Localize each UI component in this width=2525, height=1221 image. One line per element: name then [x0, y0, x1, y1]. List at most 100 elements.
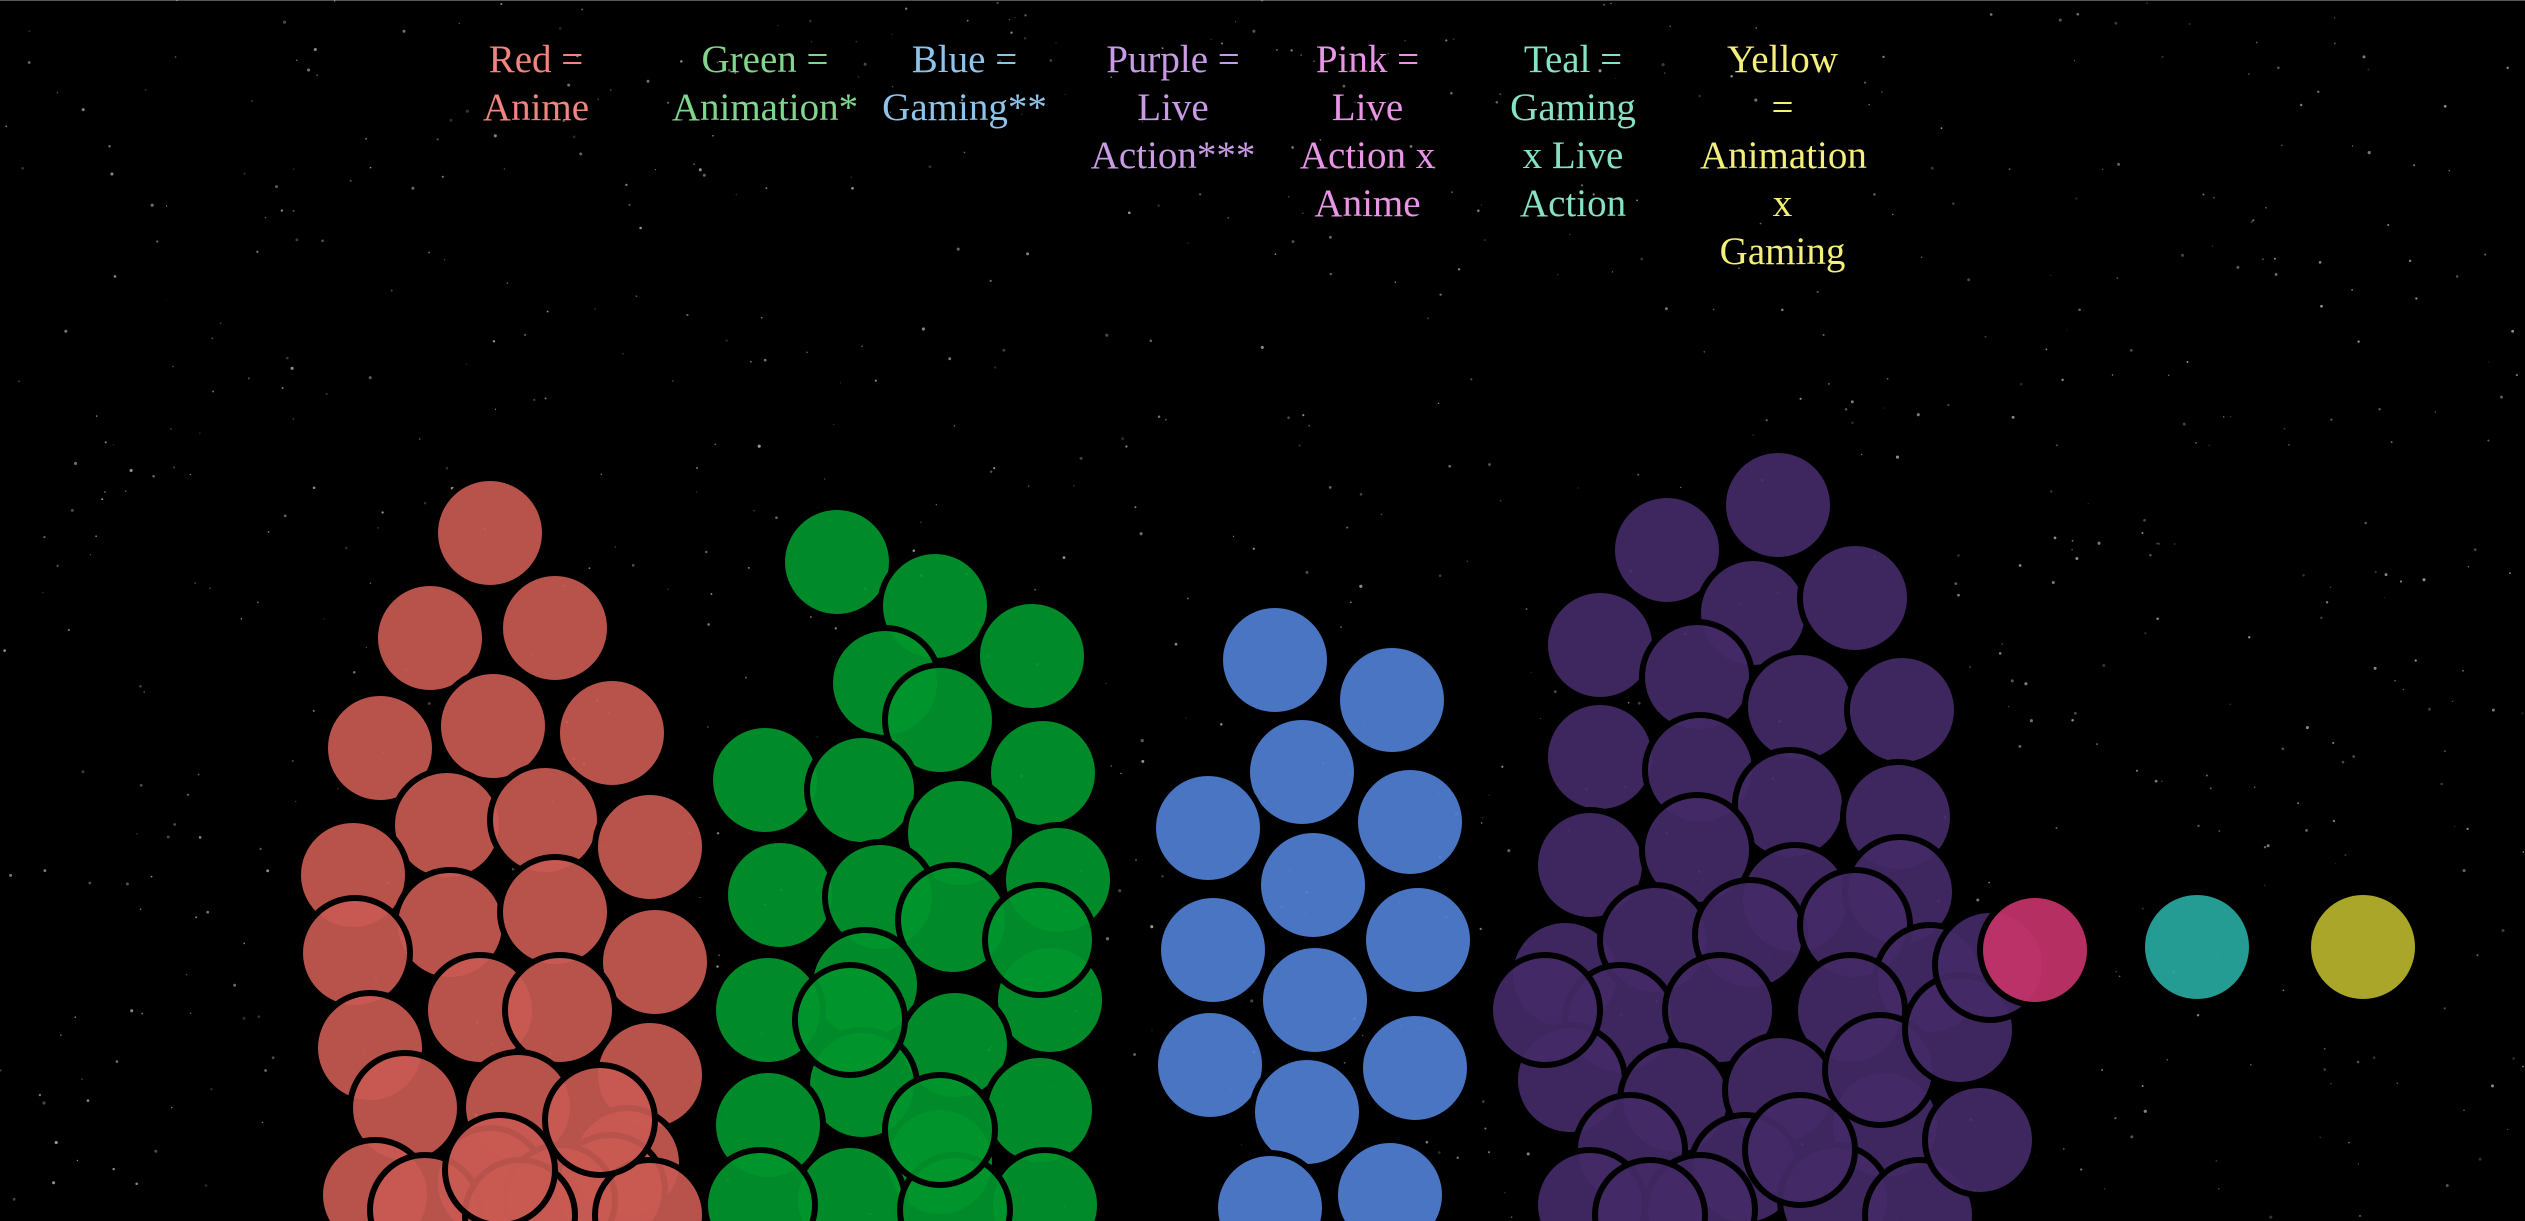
star-dot — [1221, 42, 1223, 45]
star-dot — [1174, 642, 1178, 646]
star-dot — [176, 0, 178, 2]
star-dot — [2223, 416, 2225, 418]
star-dot — [1023, 36, 1027, 40]
star-dot — [921, 327, 925, 331]
star-dot — [1121, 437, 1125, 441]
star-dot — [1110, 765, 1112, 767]
star-dot — [2467, 566, 2470, 568]
star-dot — [139, 784, 143, 787]
star-dot — [891, 85, 894, 88]
star-dot — [1827, 382, 1830, 385]
star-dot — [2507, 1129, 2509, 1131]
star-dot — [247, 377, 250, 380]
bubble-point — [804, 732, 920, 848]
bubble-point — [322, 690, 438, 806]
star-dot — [1916, 413, 1920, 417]
star-dot — [2211, 245, 2214, 247]
star-dot — [1105, 333, 1109, 337]
star-dot — [1738, 267, 1740, 269]
star-dot — [874, 379, 877, 382]
bubble-point — [1742, 1092, 1858, 1208]
star-dot — [2010, 679, 2014, 683]
star-dot — [614, 546, 617, 548]
bubble-point — [372, 580, 488, 696]
bubble-point — [1592, 1157, 1708, 1221]
star-dot — [1157, 204, 1160, 207]
star-dot — [390, 289, 393, 292]
star-dot — [1185, 717, 1187, 719]
bubble-point — [1217, 602, 1333, 718]
star-dot — [1712, 308, 1715, 311]
star-dot — [1027, 485, 1030, 487]
star-dot — [2387, 223, 2390, 227]
star-dot — [250, 99, 254, 103]
star-dot — [1161, 47, 1164, 50]
star-dot — [125, 882, 129, 886]
star-dot — [1340, 626, 1343, 629]
star-dot — [271, 1056, 275, 1060]
star-dot — [2266, 844, 2270, 848]
star-dot — [500, 2, 503, 6]
star-dot — [1232, 535, 1235, 538]
star-dot — [935, 504, 937, 506]
star-dot — [1526, 1152, 1530, 1156]
star-dot — [172, 365, 174, 368]
star-dot — [1252, 29, 1256, 33]
star-dot — [423, 501, 427, 505]
star-dot — [558, 27, 562, 30]
star-dot — [2491, 708, 2495, 712]
star-dot — [1627, 701, 1630, 704]
series-anime — [295, 475, 713, 1221]
star-dot — [2078, 308, 2081, 312]
star-dot — [170, 1106, 173, 1109]
star-dot — [2500, 395, 2503, 399]
star-dot — [2274, 273, 2278, 276]
star-dot — [696, 467, 698, 469]
bubble-point — [1542, 699, 1658, 815]
star-dot — [998, 59, 1002, 63]
star-dot — [1487, 1151, 1491, 1154]
star-dot — [567, 83, 571, 87]
star-dot — [555, 102, 558, 105]
star-dot — [352, 670, 356, 674]
star-dot — [747, 566, 750, 569]
star-dot — [2111, 374, 2114, 376]
star-dot — [2348, 1141, 2350, 1144]
star-dot — [441, 175, 444, 178]
star-dot — [2008, 168, 2011, 171]
bubble-point — [1244, 714, 1360, 830]
star-dot — [2329, 586, 2332, 588]
bubble-point — [497, 854, 613, 970]
star-dot — [2501, 928, 2505, 933]
star-dot — [95, 535, 97, 538]
star-dot — [377, 527, 379, 529]
star-dot — [1445, 39, 1448, 42]
star-dot — [1466, 560, 1469, 563]
star-dot — [1141, 121, 1144, 123]
star-dot — [2484, 253, 2487, 256]
star-dot — [174, 56, 177, 58]
star-dot — [1252, 547, 1255, 550]
star-dot — [264, 217, 267, 219]
star-dot — [2330, 418, 2333, 421]
star-dot — [2367, 68, 2370, 71]
star-dot — [2116, 277, 2119, 279]
bubble-point — [1844, 652, 1960, 768]
star-dot — [1501, 765, 1504, 768]
star-dot — [2478, 1157, 2482, 1161]
star-dot — [242, 1016, 246, 1020]
star-dot — [2276, 66, 2280, 70]
star-dot — [199, 432, 201, 435]
star-dot — [2101, 1068, 2104, 1071]
bubble-point — [982, 882, 1098, 998]
star-dot — [333, 0, 336, 2]
star-dot — [206, 910, 210, 914]
star-dot — [170, 428, 172, 430]
star-dot — [198, 836, 202, 839]
star-dot — [1873, 193, 1876, 196]
star-dot — [280, 209, 284, 212]
bubble-point — [297, 895, 413, 1011]
star-dot — [1157, 415, 1161, 419]
star-dot — [1479, 927, 1482, 930]
star-dot — [108, 145, 111, 148]
